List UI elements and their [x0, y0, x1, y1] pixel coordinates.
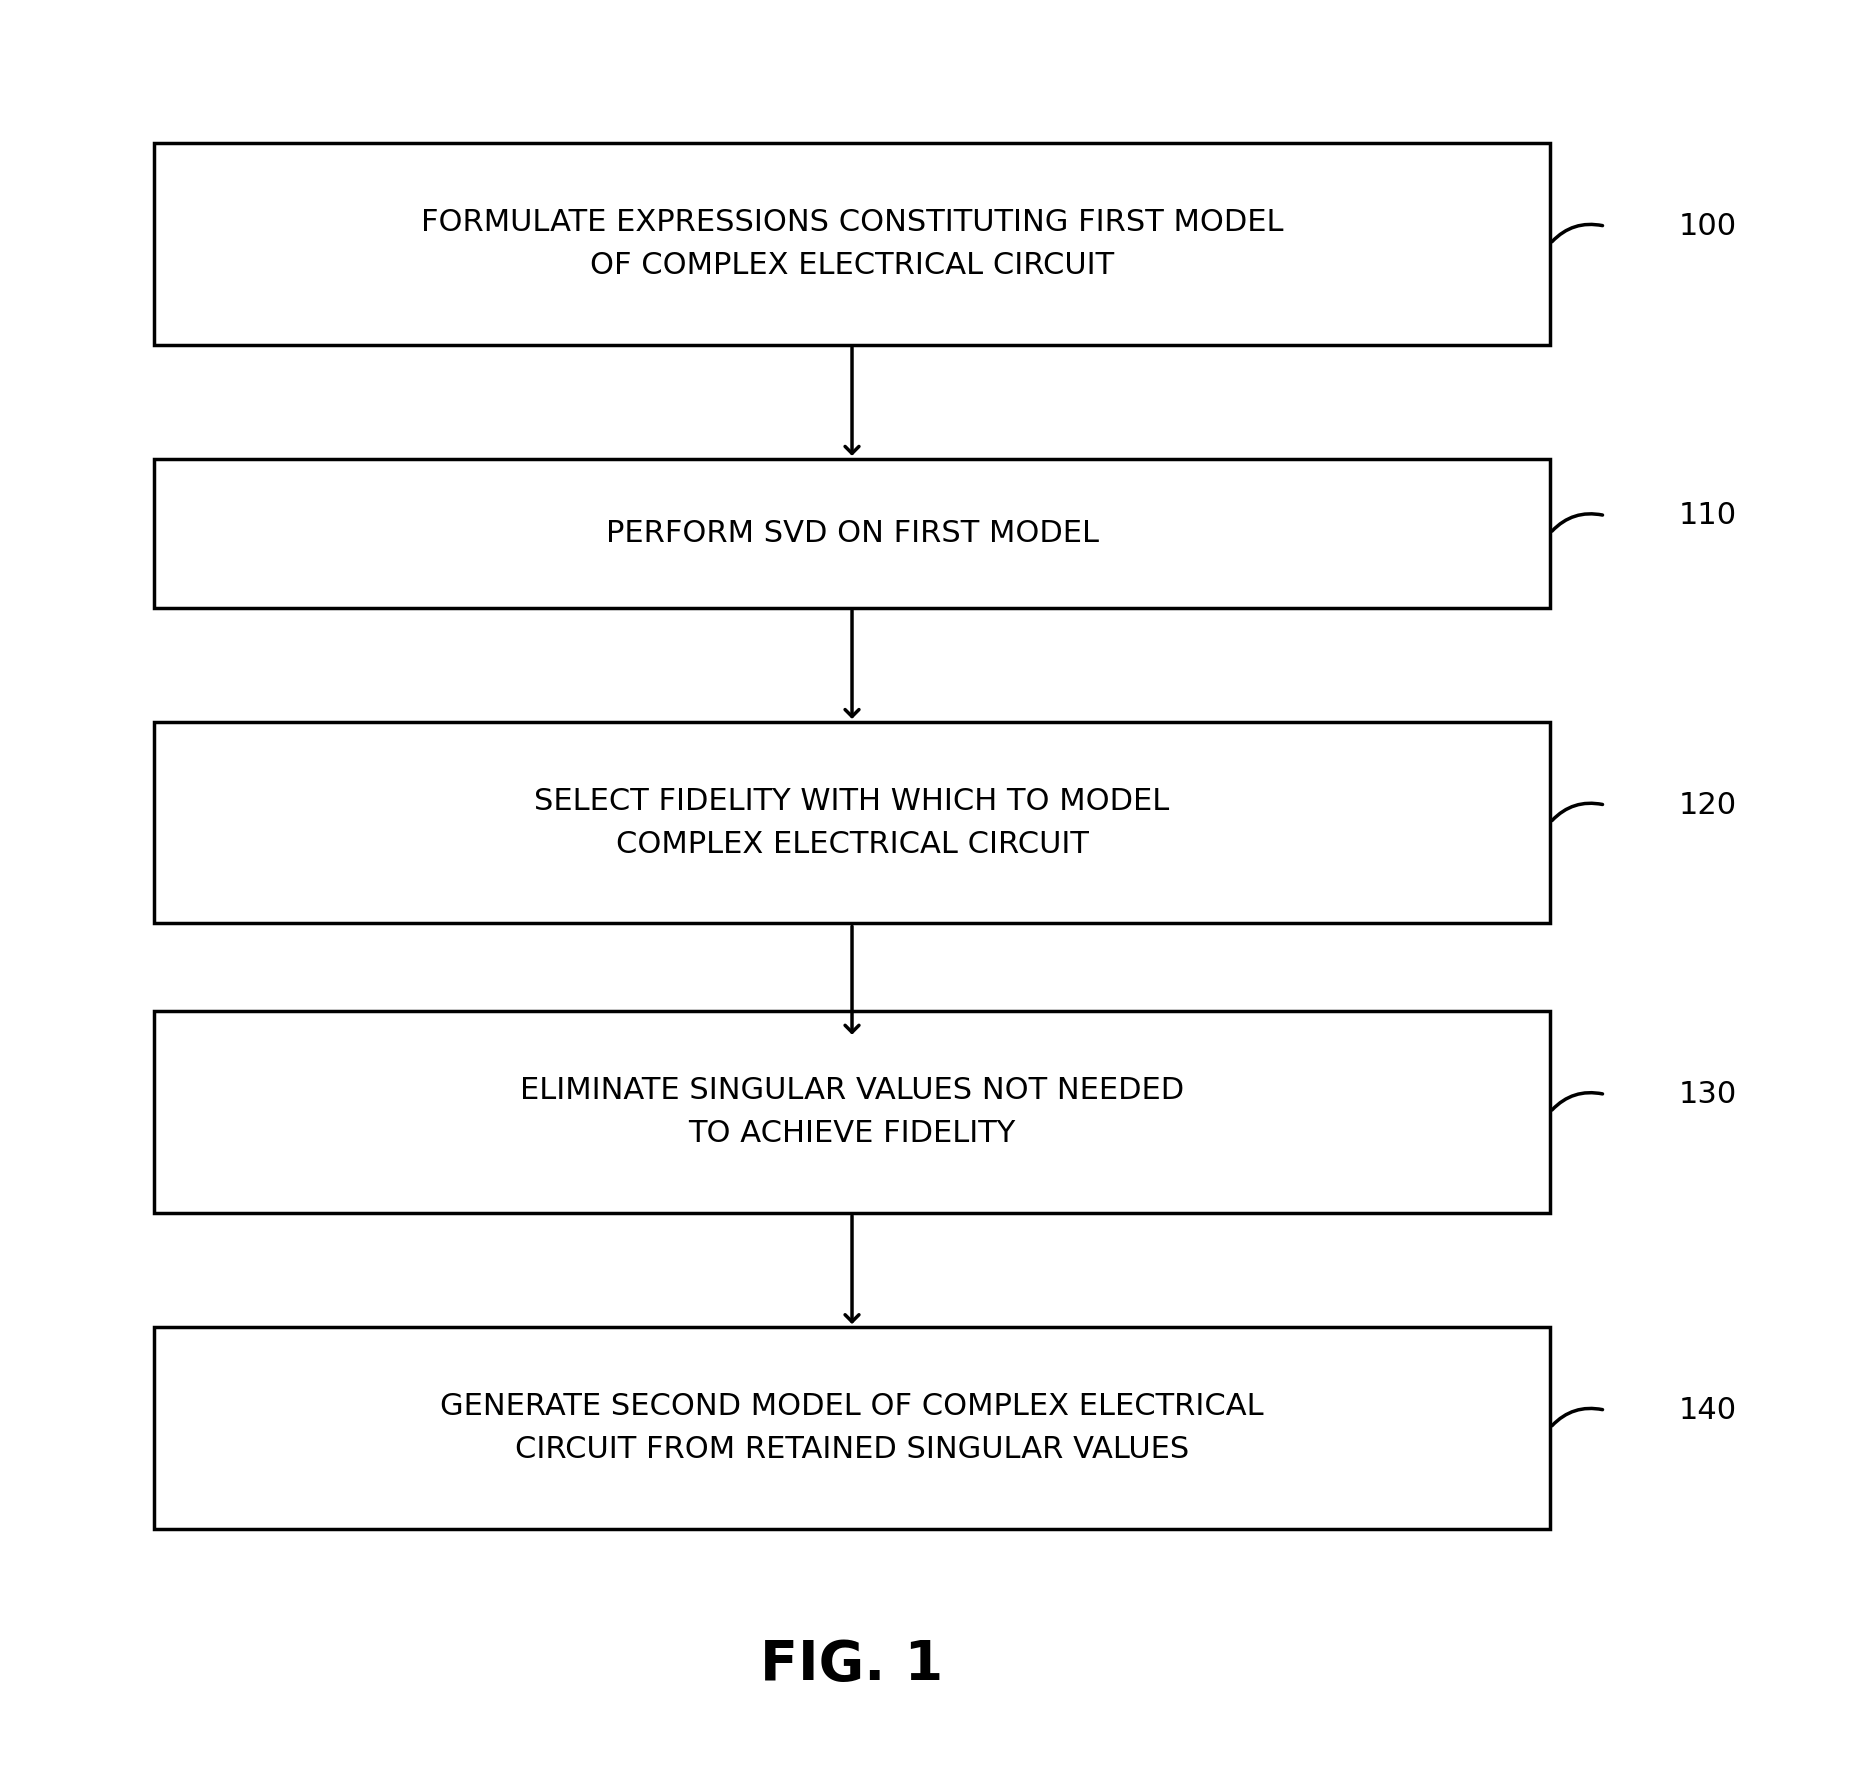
Bar: [154, 143, 1549, 345]
Text: 130: 130: [1679, 1080, 1736, 1109]
Bar: [154, 1011, 1549, 1213]
Text: FORMULATE EXPRESSIONS CONSTITUTING FIRST MODEL
OF COMPLEX ELECTRICAL CIRCUIT: FORMULATE EXPRESSIONS CONSTITUTING FIRST…: [420, 209, 1283, 279]
Text: FIG. 1: FIG. 1: [761, 1637, 944, 1692]
Bar: [154, 458, 1549, 608]
Text: GENERATE SECOND MODEL OF COMPLEX ELECTRICAL
CIRCUIT FROM RETAINED SINGULAR VALUE: GENERATE SECOND MODEL OF COMPLEX ELECTRI…: [441, 1391, 1264, 1464]
Bar: [154, 1328, 1549, 1529]
Text: 100: 100: [1679, 212, 1736, 240]
Text: SELECT FIDELITY WITH WHICH TO MODEL
COMPLEX ELECTRICAL CIRCUIT: SELECT FIDELITY WITH WHICH TO MODEL COMP…: [535, 787, 1170, 859]
Text: 110: 110: [1679, 500, 1736, 530]
Text: ELIMINATE SINGULAR VALUES NOT NEEDED
TO ACHIEVE FIDELITY: ELIMINATE SINGULAR VALUES NOT NEEDED TO …: [520, 1077, 1185, 1147]
Text: 120: 120: [1679, 790, 1736, 820]
Text: PERFORM SVD ON FIRST MODEL: PERFORM SVD ON FIRST MODEL: [605, 518, 1098, 548]
Text: 140: 140: [1679, 1395, 1736, 1425]
Bar: [154, 721, 1549, 923]
